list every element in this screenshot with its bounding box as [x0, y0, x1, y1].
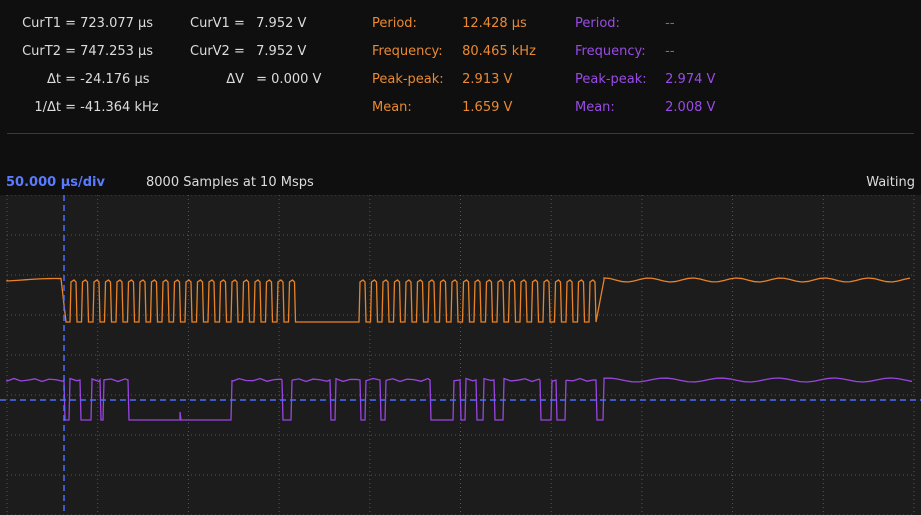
status: Waiting	[866, 175, 915, 190]
label: 1/Δt =	[34, 100, 76, 115]
value: = 0.000 V	[256, 72, 322, 87]
cursor-row: Δt = -24.176 µs	[6, 66, 159, 94]
label: CurT1 =	[22, 16, 76, 31]
timebase[interactable]: 50.000 µs/div	[6, 175, 105, 190]
scope-plot	[0, 195, 921, 515]
channel2-panel: Period: -- Frequency: -- Peak-peak: 2.97…	[575, 10, 715, 122]
channel1-panel: Period: 12.428 µs Frequency: 80.465 kHz …	[372, 10, 536, 122]
value: 80.465 kHz	[462, 44, 536, 59]
value: 723.077 µs	[80, 16, 154, 31]
value: --	[665, 16, 675, 31]
label: CurV2 =	[190, 44, 245, 59]
channel1-trace	[6, 277, 911, 323]
grid	[6, 195, 915, 515]
toolbar: 50.000 µs/div 8000 Samples at 10 Msps Wa…	[0, 172, 921, 194]
value: 2.913 V	[462, 72, 513, 87]
cursor-voltage-panel: CurV1 = 7.952 V CurV2 = 7.952 V ΔV = 0.0…	[190, 10, 321, 94]
value: -41.364 kHz	[80, 100, 159, 115]
measure-row: Period: 12.428 µs	[372, 10, 536, 38]
label: Mean:	[372, 100, 412, 115]
label: Mean:	[575, 100, 615, 115]
sample-info: 8000 Samples at 10 Msps	[146, 175, 314, 190]
label: Period:	[575, 16, 620, 31]
measure-row: Frequency: --	[575, 38, 715, 66]
measure-row: Peak-peak: 2.974 V	[575, 66, 715, 94]
value: 7.952 V	[256, 44, 307, 59]
value: 2.008 V	[665, 100, 716, 115]
cursor-row: ΔV = 0.000 V	[190, 66, 321, 94]
value: 747.253 µs	[80, 44, 154, 59]
value: 12.428 µs	[462, 16, 527, 31]
channel2-trace	[6, 377, 913, 421]
label: CurT2 =	[22, 44, 76, 59]
label: ΔV	[226, 72, 244, 87]
cursor-row: CurV1 = 7.952 V	[190, 10, 321, 38]
measure-row: Period: --	[575, 10, 715, 38]
value: 7.952 V	[256, 16, 307, 31]
measure-row: Peak-peak: 2.913 V	[372, 66, 536, 94]
label: Frequency:	[575, 44, 646, 59]
label: Peak-peak:	[372, 72, 444, 87]
cursor-row: CurT2 = 747.253 µs	[6, 38, 159, 66]
cursor-row: CurT1 = 723.077 µs	[6, 10, 159, 38]
label: CurV1 =	[190, 16, 245, 31]
label: Δt =	[46, 72, 76, 87]
value: -24.176 µs	[80, 72, 150, 87]
value: --	[665, 44, 675, 59]
separator	[7, 133, 914, 134]
measure-row: Mean: 1.659 V	[372, 94, 536, 122]
label: Frequency:	[372, 44, 443, 59]
cursor-time-panel: CurT1 = 723.077 µs CurT2 = 747.253 µs Δt…	[6, 10, 159, 122]
label: Period:	[372, 16, 417, 31]
label: Peak-peak:	[575, 72, 647, 87]
cursor-row: CurV2 = 7.952 V	[190, 38, 321, 66]
measure-row: Frequency: 80.465 kHz	[372, 38, 536, 66]
cursor-row: 1/Δt = -41.364 kHz	[6, 94, 159, 122]
measure-row: Mean: 2.008 V	[575, 94, 715, 122]
value: 1.659 V	[462, 100, 513, 115]
value: 2.974 V	[665, 72, 716, 87]
